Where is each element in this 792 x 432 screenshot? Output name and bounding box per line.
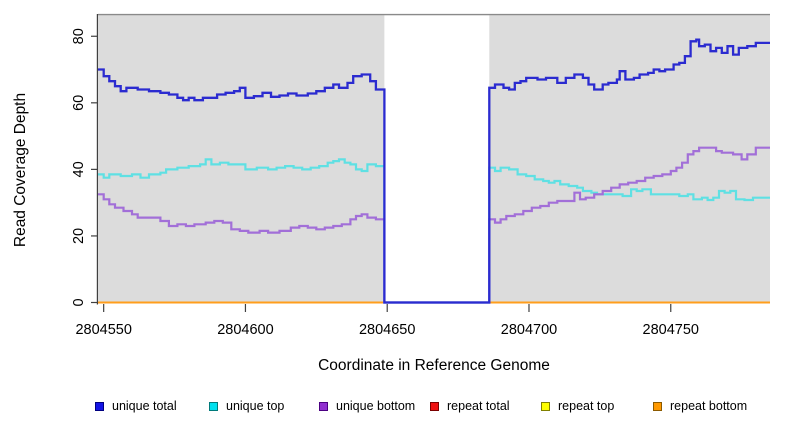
x-tick-label: 2804600 bbox=[217, 322, 273, 338]
x-tick-label: 2804550 bbox=[75, 322, 131, 338]
legend-swatch-repeat-bottom bbox=[653, 401, 662, 411]
legend-swatch-repeat-top bbox=[541, 401, 550, 411]
legend: unique total unique top unique bottom re… bbox=[0, 398, 792, 418]
series-unique-total bbox=[98, 38, 770, 304]
legend-item-repeat-bottom: repeat bottom bbox=[653, 398, 747, 414]
no-coverage-band bbox=[384, 15, 490, 304]
legend-item-unique-total: unique total bbox=[95, 398, 177, 414]
legend-item-unique-bottom: unique bottom bbox=[319, 398, 415, 414]
y-tick-label: 20 bbox=[71, 228, 87, 244]
y-tick-label: 80 bbox=[71, 28, 87, 44]
legend-label: repeat top bbox=[558, 399, 615, 413]
x-tick-label: 2804700 bbox=[501, 322, 557, 338]
x-axis-title: Coordinate in Reference Genome bbox=[318, 357, 550, 374]
y-tick-label: 60 bbox=[71, 95, 87, 111]
legend-swatch-repeat-total bbox=[430, 401, 439, 411]
legend-swatch-unique-top bbox=[209, 401, 218, 411]
y-tick-label: 40 bbox=[71, 161, 87, 177]
legend-label: unique total bbox=[112, 399, 177, 413]
y-tick-label: 0 bbox=[71, 298, 87, 306]
legend-label: repeat total bbox=[447, 399, 510, 413]
legend-label: repeat bottom bbox=[670, 399, 748, 413]
x-tick-label: 2804650 bbox=[359, 322, 415, 338]
legend-label: unique bottom bbox=[336, 399, 416, 413]
legend-swatch-unique-bottom bbox=[319, 401, 328, 411]
legend-label: unique top bbox=[226, 399, 285, 413]
legend-item-unique-top: unique top bbox=[209, 398, 284, 414]
legend-item-repeat-total: repeat total bbox=[430, 398, 510, 414]
y-axis-title: Read Coverage Depth bbox=[12, 92, 29, 248]
legend-swatch-unique-total bbox=[95, 401, 104, 411]
legend-item-repeat-top: repeat top bbox=[541, 398, 614, 414]
x-tick-label: 2804750 bbox=[643, 322, 699, 338]
